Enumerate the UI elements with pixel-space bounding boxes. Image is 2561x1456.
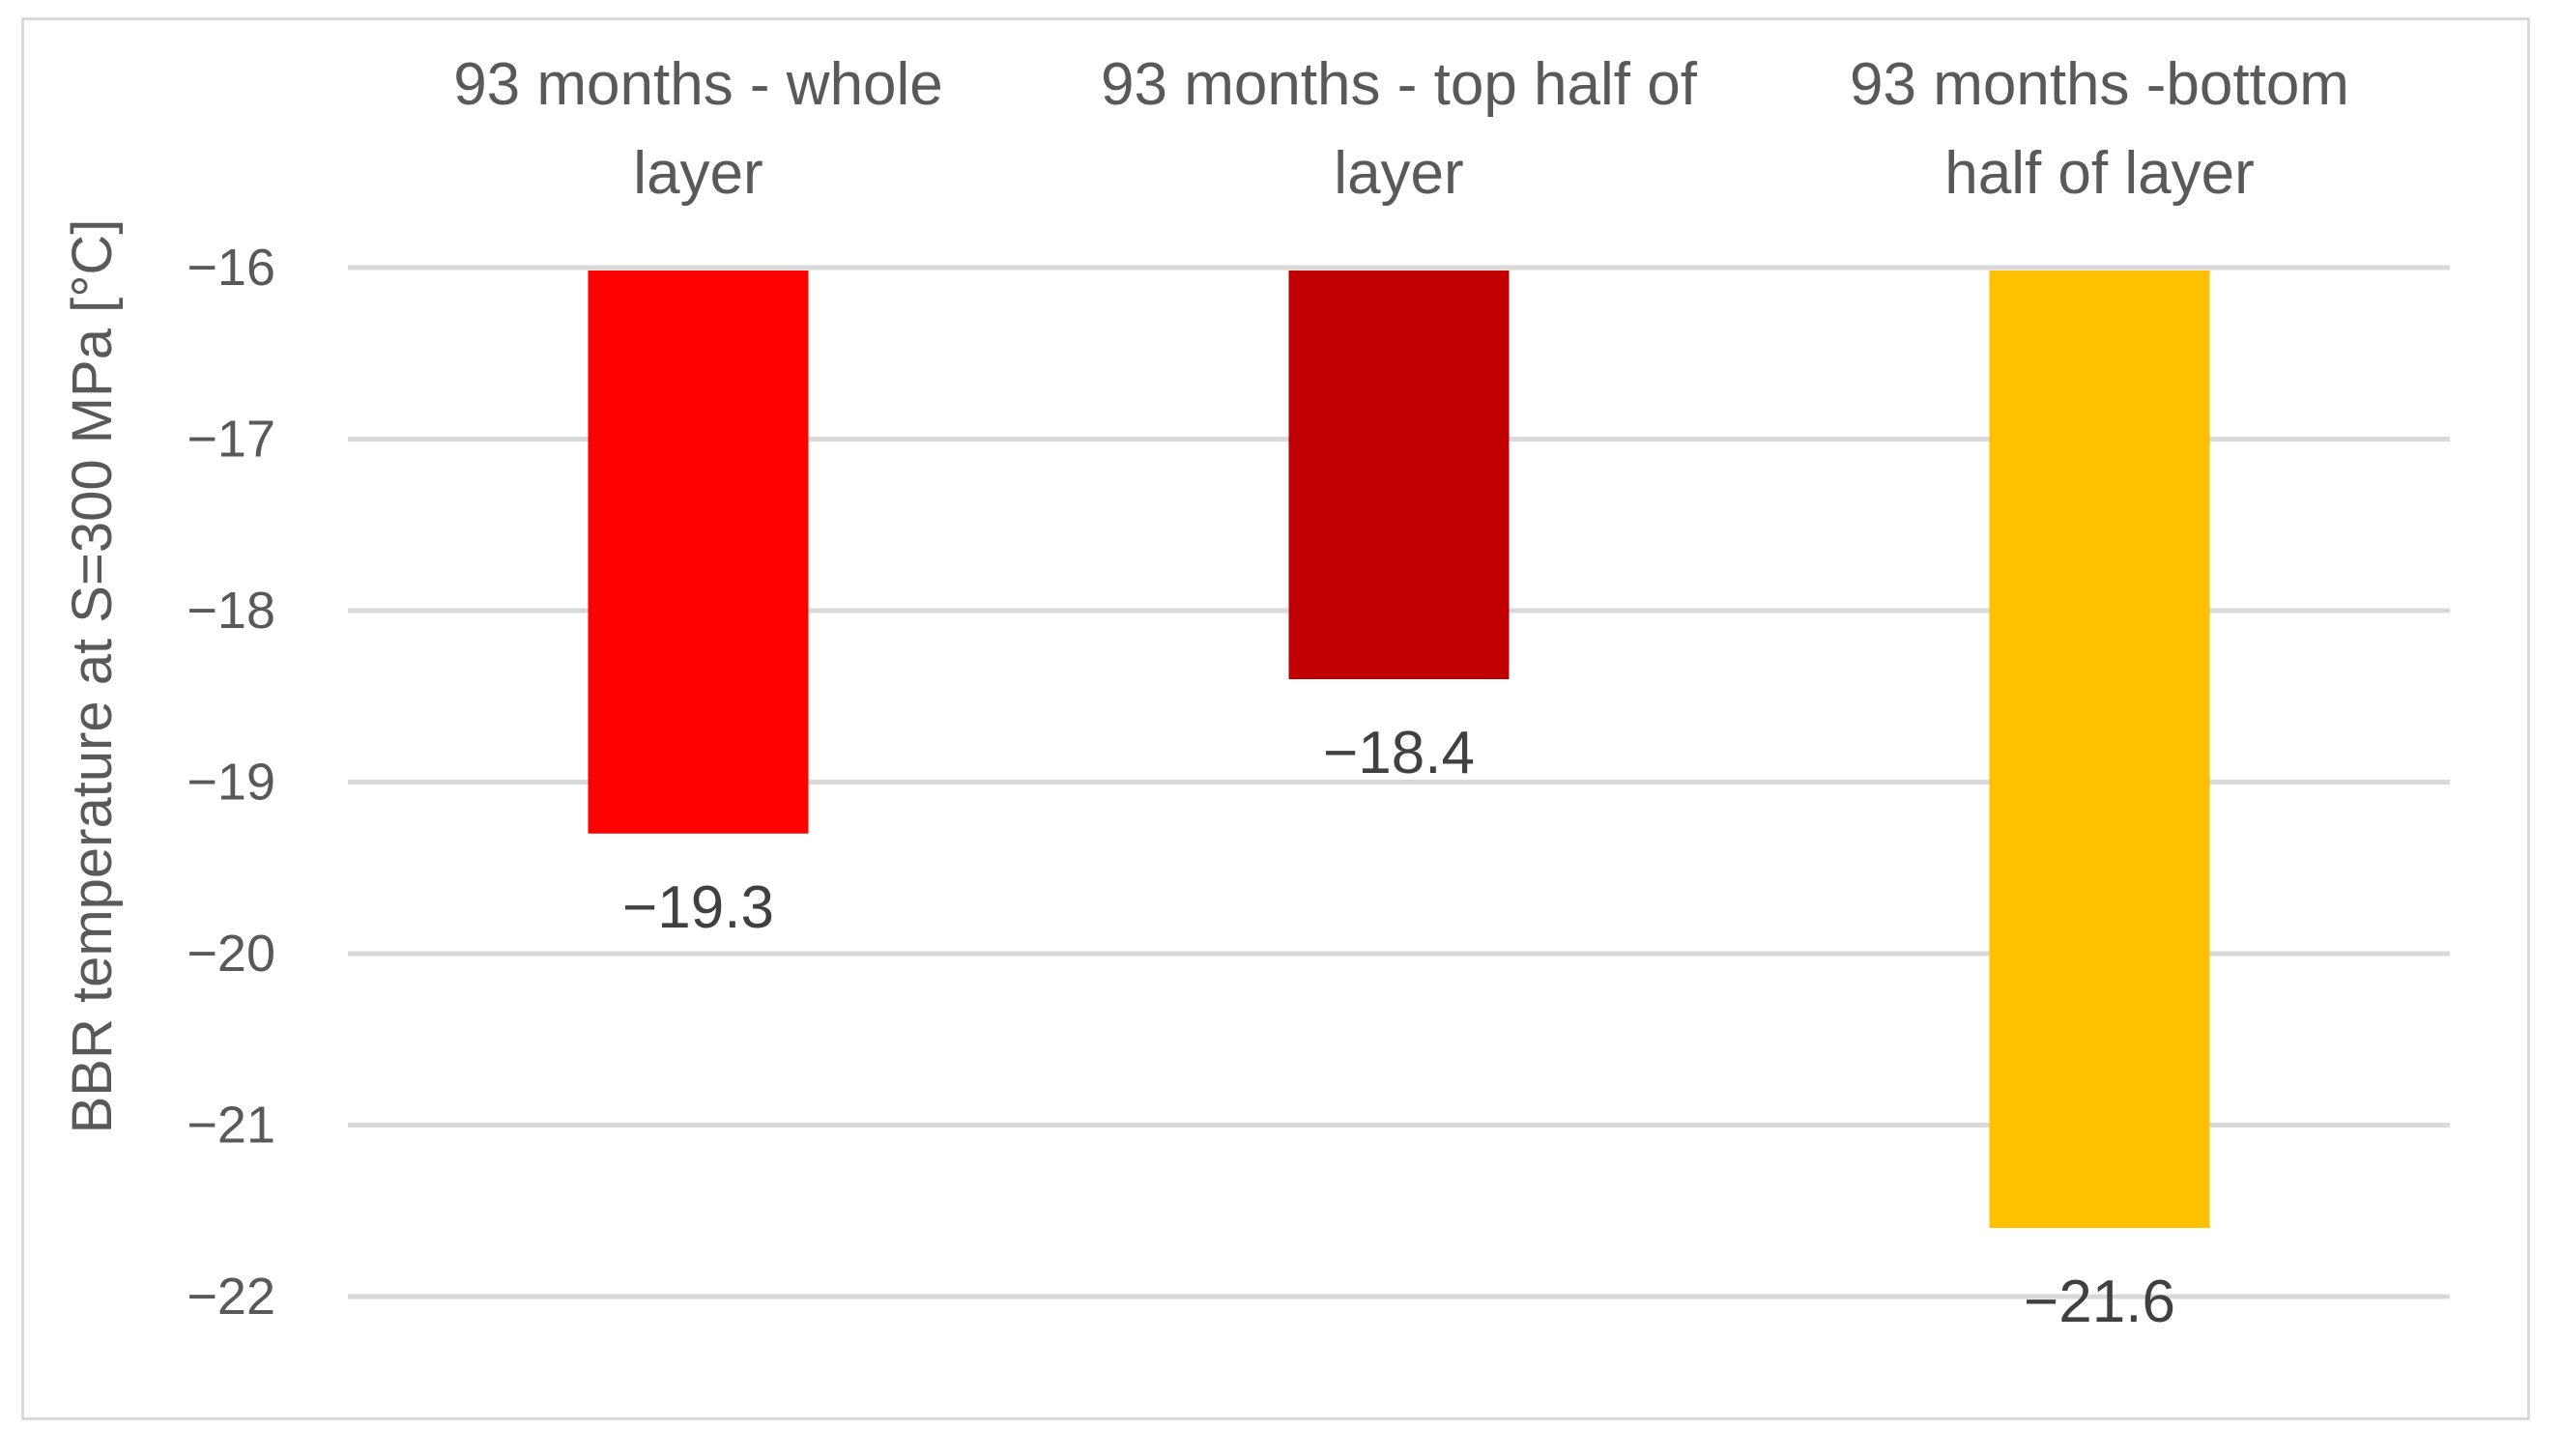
data-label: −21.6 [2024, 1269, 2175, 1335]
y-tick-label: −22 [187, 1268, 275, 1326]
category-label: layer [1334, 140, 1463, 207]
data-label: −18.4 [1323, 720, 1475, 786]
bar [1989, 271, 2210, 1228]
category-label: layer [633, 140, 763, 207]
category-label: 93 months -bottom [1850, 51, 2349, 118]
category-label: 93 months - top half of [1101, 51, 1698, 118]
y-tick-label: −21 [187, 1097, 275, 1155]
category-label: half of layer [1944, 140, 2255, 207]
y-axis-title: BBR temperature at S=300 MPa [°C] [61, 219, 124, 1134]
y-tick-label: −18 [187, 582, 275, 640]
y-tick-label: −19 [187, 754, 275, 812]
category-label: 93 months - whole [453, 51, 943, 118]
y-tick-label: −17 [187, 411, 275, 469]
bar [1288, 271, 1510, 679]
bar [588, 271, 809, 834]
y-tick-label: −20 [187, 925, 275, 983]
data-label: −19.3 [622, 874, 774, 941]
y-tick-label: −16 [187, 239, 275, 297]
